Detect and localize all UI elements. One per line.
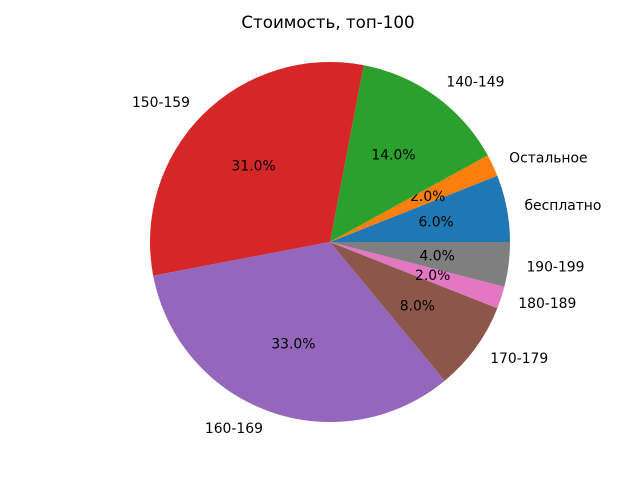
slice-percent-label: 2.0%	[415, 268, 450, 284]
slice-label: 150-159	[132, 95, 190, 111]
slice-label: Остальное	[509, 151, 587, 167]
slice-percent-label: 4.0%	[420, 248, 455, 264]
slice-label: бесплатно	[524, 198, 601, 214]
pie-slice-3	[150, 62, 364, 276]
slice-label: 190-199	[526, 260, 584, 276]
slice-label: 180-189	[518, 296, 576, 312]
pie-slice-1	[330, 155, 498, 242]
slice-label: 160-169	[205, 421, 263, 437]
slice-percent-label: 14.0%	[371, 147, 415, 163]
pie-slice-4	[153, 242, 445, 422]
pie-slices-group: бесплатно 6.0% Остальное 2.0% 140-149 14.0% 15…	[132, 62, 601, 437]
pie-slice-2	[330, 65, 488, 242]
slice-percent-label: 8.0%	[400, 298, 435, 314]
chart-title: Стоимость, топ-100	[241, 12, 414, 32]
slice-label: 170-179	[490, 351, 548, 367]
pie-slice-5	[330, 242, 498, 381]
pie-slice-6	[330, 242, 505, 309]
pie-slice-0	[330, 175, 510, 242]
pie-slice-7	[330, 242, 510, 287]
slice-label: 140-149	[446, 75, 504, 91]
slice-percent-label: 33.0%	[271, 336, 315, 352]
slice-percent-label: 6.0%	[418, 215, 453, 231]
slice-percent-label: 31.0%	[232, 158, 276, 174]
